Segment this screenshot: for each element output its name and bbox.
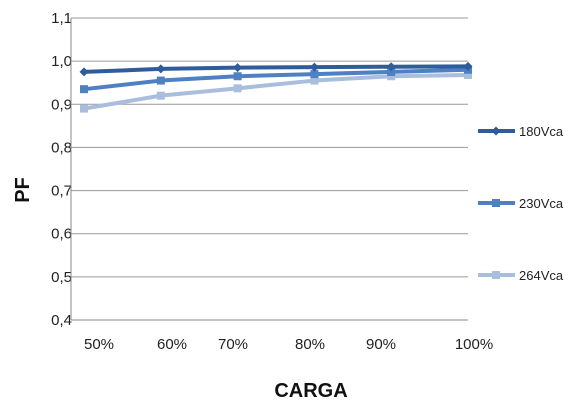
legend-item: 230Vca	[478, 196, 564, 211]
x-tick-label: 90%	[366, 336, 396, 353]
y-tick-label: 0,4	[51, 312, 72, 329]
x-tick-label: 100%	[455, 336, 493, 353]
data-point	[233, 72, 242, 81]
data-point	[80, 85, 88, 94]
data-point	[233, 84, 242, 93]
data-point	[463, 61, 473, 71]
axis-layer: 0,4 0,5 0,6 0,7 0,8 0,9 1,0 1,1 50% 60% 70% 80% 90% 1…	[51, 10, 493, 353]
x-tick-label: 60%	[157, 336, 187, 353]
data-point	[310, 70, 319, 79]
y-tick-label: 1,0	[51, 53, 72, 70]
data-point	[156, 64, 166, 74]
x-tick-label: 80%	[295, 336, 325, 353]
y-tick-label: 0,5	[51, 269, 72, 286]
series-layer	[79, 61, 473, 113]
data-point	[233, 63, 243, 73]
legend-item: 180Vca	[478, 124, 564, 139]
legend-label: 230Vca	[519, 196, 564, 211]
y-tick-label: 1,1	[51, 10, 72, 27]
data-point	[387, 72, 396, 81]
legend-layer: 180Vca 230Vca 264Vca	[478, 124, 564, 283]
y-tick-label: 0,8	[51, 139, 72, 156]
series-180Vca	[79, 61, 473, 77]
data-point	[310, 76, 319, 85]
series-line	[82, 72, 470, 111]
legend-label: 264Vca	[519, 268, 564, 283]
data-point	[80, 104, 88, 113]
data-point	[464, 70, 472, 79]
data-point	[491, 126, 501, 136]
y-tick-label: 0,7	[51, 183, 72, 200]
data-point	[492, 271, 500, 279]
series-line	[82, 67, 470, 92]
x-tick-label: 50%	[84, 336, 114, 353]
data-point	[492, 199, 500, 207]
data-point	[386, 62, 396, 72]
data-point	[79, 67, 89, 77]
y-tick-label: 0,9	[51, 96, 72, 113]
legend-item: 264Vca	[478, 268, 564, 283]
legend-label: 180Vca	[519, 124, 564, 139]
y-tick-label: 0,6	[51, 226, 72, 243]
data-point	[156, 76, 165, 85]
x-tick-label: 70%	[218, 336, 248, 353]
data-point	[387, 67, 396, 76]
series-264Vca	[80, 70, 472, 113]
x-axis-title: CARGA	[274, 380, 347, 402]
series-line	[82, 64, 470, 74]
data-point	[309, 62, 319, 72]
grid-layer	[71, 17, 468, 321]
y-axis-title: PF	[12, 177, 34, 203]
data-point	[156, 91, 165, 100]
